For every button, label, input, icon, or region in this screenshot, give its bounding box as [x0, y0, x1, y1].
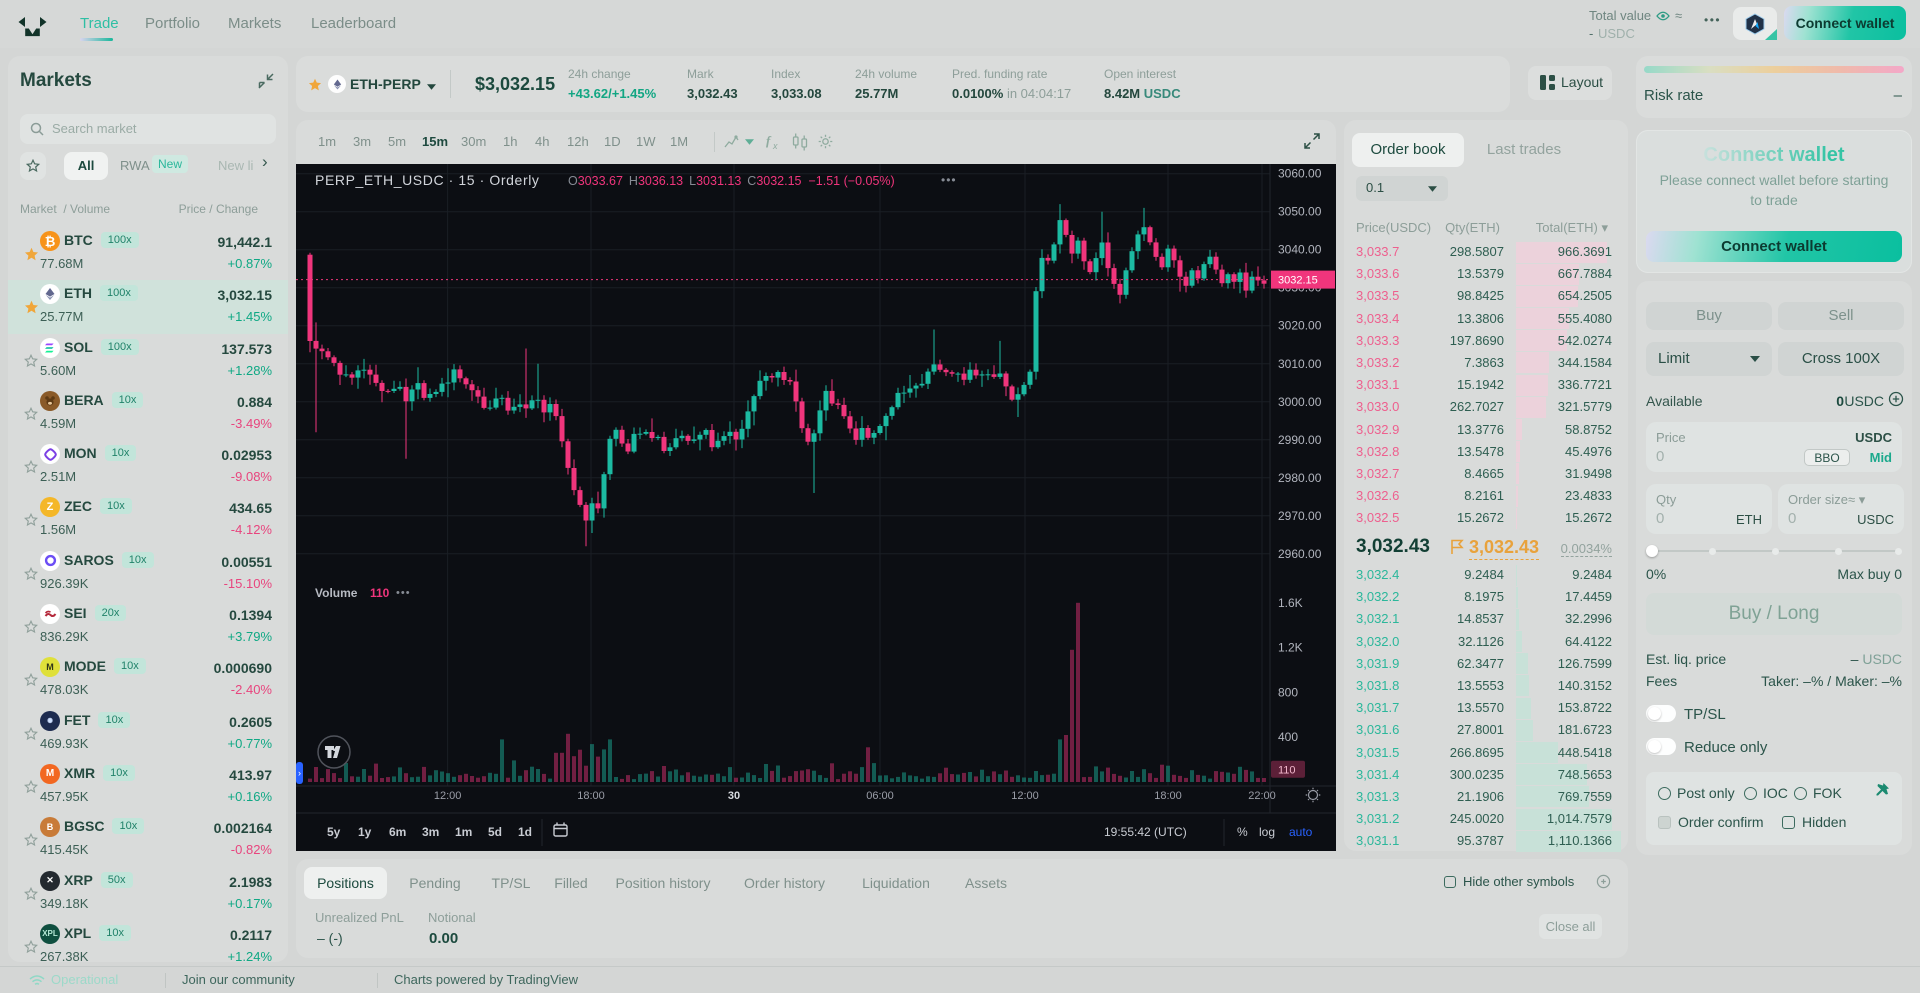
svg-text:2970.00: 2970.00	[1278, 509, 1322, 523]
svg-text:1d: 1d	[518, 825, 532, 839]
svg-text:110: 110	[1278, 765, 1296, 777]
svg-text:5d: 5d	[488, 825, 502, 839]
svg-text:%: %	[1237, 825, 1248, 839]
svg-text:•••: •••	[941, 173, 957, 187]
svg-text:f: f	[766, 133, 772, 148]
svg-text:3060.00: 3060.00	[1278, 167, 1322, 181]
svg-text:3000.00: 3000.00	[1278, 395, 1322, 409]
svg-text:5y: 5y	[327, 825, 341, 839]
svg-text:3050.00: 3050.00	[1278, 205, 1322, 219]
svg-text:log: log	[1259, 825, 1275, 839]
svg-text:1.2K: 1.2K	[1278, 641, 1303, 655]
svg-text:18:00: 18:00	[577, 790, 605, 802]
svg-text:12:00: 12:00	[1011, 790, 1039, 802]
svg-text:400: 400	[1278, 730, 1298, 744]
svg-text:•••: •••	[396, 587, 411, 599]
svg-text:110: 110	[370, 586, 390, 600]
svg-text:x: x	[772, 141, 778, 150]
svg-text:1m: 1m	[455, 825, 472, 839]
svg-text:›: ›	[298, 768, 301, 778]
svg-text:Volume: Volume	[315, 586, 358, 600]
svg-text:1y: 1y	[358, 825, 372, 839]
svg-text:19:55:42 (UTC): 19:55:42 (UTC)	[1104, 825, 1187, 839]
svg-text:2960.00: 2960.00	[1278, 547, 1322, 561]
svg-text:3040.00: 3040.00	[1278, 243, 1322, 257]
svg-text:12:00: 12:00	[434, 790, 462, 802]
svg-text:800: 800	[1278, 685, 1298, 699]
svg-text:auto: auto	[1289, 825, 1313, 839]
svg-text:30: 30	[728, 790, 740, 802]
svg-text:18:00: 18:00	[1154, 790, 1182, 802]
svg-text:3010.00: 3010.00	[1278, 357, 1322, 371]
svg-text:PERP_ETH_USDC · 15 · Orderly: PERP_ETH_USDC · 15 · Orderly	[315, 172, 540, 188]
svg-text:2990.00: 2990.00	[1278, 433, 1322, 447]
svg-text:3m: 3m	[422, 825, 439, 839]
svg-text:06:00: 06:00	[866, 790, 894, 802]
svg-text:3032.15: 3032.15	[1278, 275, 1318, 287]
svg-text:22:00: 22:00	[1248, 790, 1276, 802]
svg-text:2980.00: 2980.00	[1278, 471, 1322, 485]
svg-text:6m: 6m	[389, 825, 406, 839]
svg-text:3020.00: 3020.00	[1278, 319, 1322, 333]
svg-text:1.6K: 1.6K	[1278, 596, 1303, 610]
